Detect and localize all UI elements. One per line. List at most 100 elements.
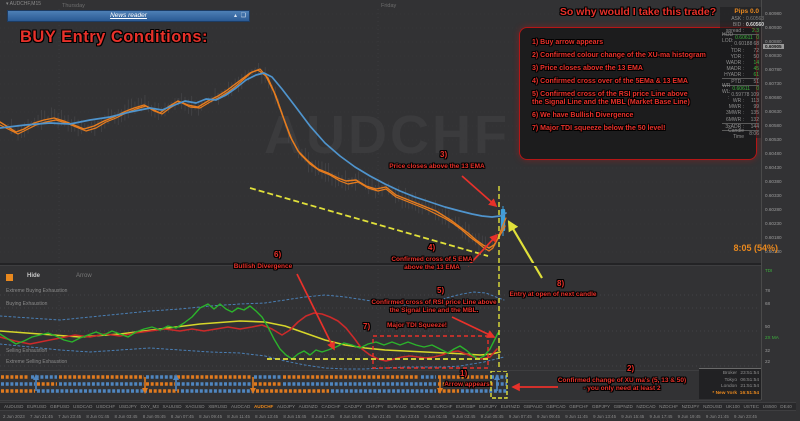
day-label-friday: Friday [381, 3, 397, 9]
symbol-tab[interactable]: NZDCAD [636, 404, 656, 409]
info-row-value: 50 [753, 53, 759, 60]
tdi-level-label: Extreme Selling Exhaustion [6, 359, 68, 365]
symbol-tab[interactable]: DE40 [780, 404, 792, 409]
price-axis-label: 0.60230 [765, 221, 782, 226]
time-axis-label: 9 Jun 01:45 [424, 413, 448, 419]
symbol-tab[interactable]: EURAUD [387, 404, 407, 409]
symbol-tab[interactable]: AUDUSD [4, 404, 24, 409]
info-row-value: 113 [751, 98, 759, 105]
info-row-label: Candle Time [728, 127, 744, 140]
panel-divider-main-tdi[interactable] [0, 263, 761, 266]
symbol-tab[interactable]: GBPAUD [523, 404, 543, 409]
session-time: 06:51:54 [740, 377, 759, 383]
session-label: * New York [712, 390, 737, 396]
symbol-tab[interactable]: EURGBP [456, 404, 476, 409]
symbol-tab[interactable]: GBPJPY [591, 404, 611, 409]
tdi-axis-label: 2X MA [765, 335, 779, 340]
symbol-tab[interactable]: CHFJPY [365, 404, 384, 409]
symbol-tab[interactable]: XAUUSD [162, 404, 182, 409]
callout-number: 8) [557, 279, 565, 288]
symbol-tab[interactable]: EURNZD [500, 404, 520, 409]
news-reader-bar[interactable]: News reader ▴ ❏ [7, 10, 250, 22]
time-axis[interactable]: 2 Jun 2023 7 Jun 21:45 7 Jun 23:45 8 Jun 01… [0, 412, 757, 420]
session-label: Broker [722, 371, 737, 376]
collapse-icon[interactable]: ▾ [6, 1, 9, 7]
indicator-square-icon[interactable] [6, 274, 13, 281]
symbol-tab[interactable]: EURJPY [479, 404, 498, 409]
info-row-value: 68 [753, 41, 759, 48]
time-axis-label: 8 Jun 19:45 [339, 413, 363, 419]
info-row: MWR : 99 [722, 104, 759, 110]
callout-number: 2) [627, 364, 635, 373]
price-axis[interactable]: 0.60980 0.60930 0.60880 0.60830 0.60780 0.607… [761, 0, 800, 400]
symbol-tab[interactable]: US500 [762, 404, 777, 409]
hide-button[interactable]: Hide [27, 273, 41, 279]
restore-window-icon[interactable]: ❏ [240, 13, 246, 19]
price-axis-label: 0.60930 [765, 25, 782, 30]
symbol-tab[interactable]: GBPUSD [50, 404, 70, 409]
tdi-axis-label: 32 [765, 348, 771, 353]
info-row: 3MWR : 135 [722, 110, 759, 116]
symbol-tab[interactable]: GBPNZD [613, 404, 633, 409]
arrow-button[interactable]: Arrow [76, 273, 92, 279]
info-row-label: HOD : [722, 32, 734, 45]
symbol-tab[interactable]: NZDCHF [659, 404, 679, 409]
price-axis-label: 0.60630 [765, 109, 782, 114]
pips-counter: Pips 0.0 [734, 8, 759, 15]
symbol-tab[interactable]: AUDCAD [230, 404, 251, 409]
panel-divider-bottom[interactable] [0, 400, 761, 401]
symbol-tab[interactable]: GBPCAD [546, 404, 566, 409]
symbol-tab[interactable]: USDJPY [118, 404, 137, 409]
symbol-tab[interactable]: DXY_M3 [140, 404, 159, 409]
reason-item: 1) Buy arrow appears [532, 39, 604, 46]
symbol-tab[interactable]: AUDNZD [298, 404, 318, 409]
tdi-axis-label: 50 [765, 324, 771, 329]
callout-number: 4) [428, 243, 436, 252]
symbol-tab[interactable]: CADCHF [321, 404, 341, 409]
symbol-tab[interactable]: GBPCHF [569, 404, 589, 409]
time-axis-label: 9 Jun 15:45 [621, 413, 645, 419]
info-row: Candle Time 8:06 [722, 127, 759, 140]
info-row-label: YDR : [730, 53, 744, 60]
symbol-tab[interactable]: EURCAD [410, 404, 430, 409]
symbol-tab[interactable]: EURUSD [27, 404, 47, 409]
symbol-tab[interactable]: CADJPY [344, 404, 363, 409]
info-row-label: BID : [732, 22, 744, 29]
price-axis-label: 0.60780 [765, 67, 782, 72]
symbol-tab[interactable]: XBRUSD [208, 404, 228, 409]
symbol-tab[interactable]: XAGUSD [185, 404, 205, 409]
reason-item: 7) Major TDI squeeze below the 50 level! [532, 124, 666, 132]
info-row-label: TDR : [730, 47, 744, 54]
symbol-tab[interactable]: UK100 [725, 404, 740, 409]
symbol-tab[interactable]: USDCHF [96, 404, 116, 409]
time-axis-label: 9 Jun 05:45 [480, 413, 504, 419]
info-row-value: 135 [750, 110, 759, 117]
collapse-panel-icon[interactable]: ▴ [233, 13, 237, 19]
tdi-axis-label: 78 [765, 288, 771, 293]
symbol-tab[interactable]: AUDJPY [276, 404, 296, 409]
session-row: Broker 23:51:54 [699, 371, 761, 378]
price-highlight-label: 0.60905 [763, 44, 784, 49]
symbol-tab[interactable]: USDCAD [73, 404, 93, 409]
info-row-mid: 0.60188 [734, 41, 753, 48]
time-axis-label: 8 Jun 09:45 [199, 413, 223, 419]
callout-text: Major TDI Squeeze! [387, 322, 447, 329]
symbol-tab[interactable]: NZDUSD [703, 404, 723, 409]
tdi-level-label: Extreme Buying Exhaustion [6, 288, 68, 294]
price-axis-label: 0.60480 [765, 151, 782, 156]
time-axis-label: 7 Jun 23:45 [58, 413, 82, 419]
session-row: * New York 16:51:54 [699, 391, 761, 398]
reason-item: 2) Confirmed colour change of the XU-ma … [532, 52, 706, 59]
symbol-tab[interactable]: NZDJPY [681, 404, 700, 409]
info-row: HYADR : 61 [722, 72, 759, 78]
info-row: spread : 2.3 [722, 28, 759, 34]
symbol-tab[interactable]: AUDCHF [253, 404, 274, 409]
info-row-label: MWR : [728, 104, 744, 111]
info-row: YDR : 50 [722, 54, 759, 60]
symbol-tab[interactable]: USTEC [743, 404, 760, 409]
panel-divider-tdi-ribbon[interactable] [0, 370, 761, 371]
symbol-tab[interactable]: EURCHF [433, 404, 453, 409]
info-row-value: 0 [756, 35, 759, 42]
info-row-label: WR : [732, 98, 744, 105]
